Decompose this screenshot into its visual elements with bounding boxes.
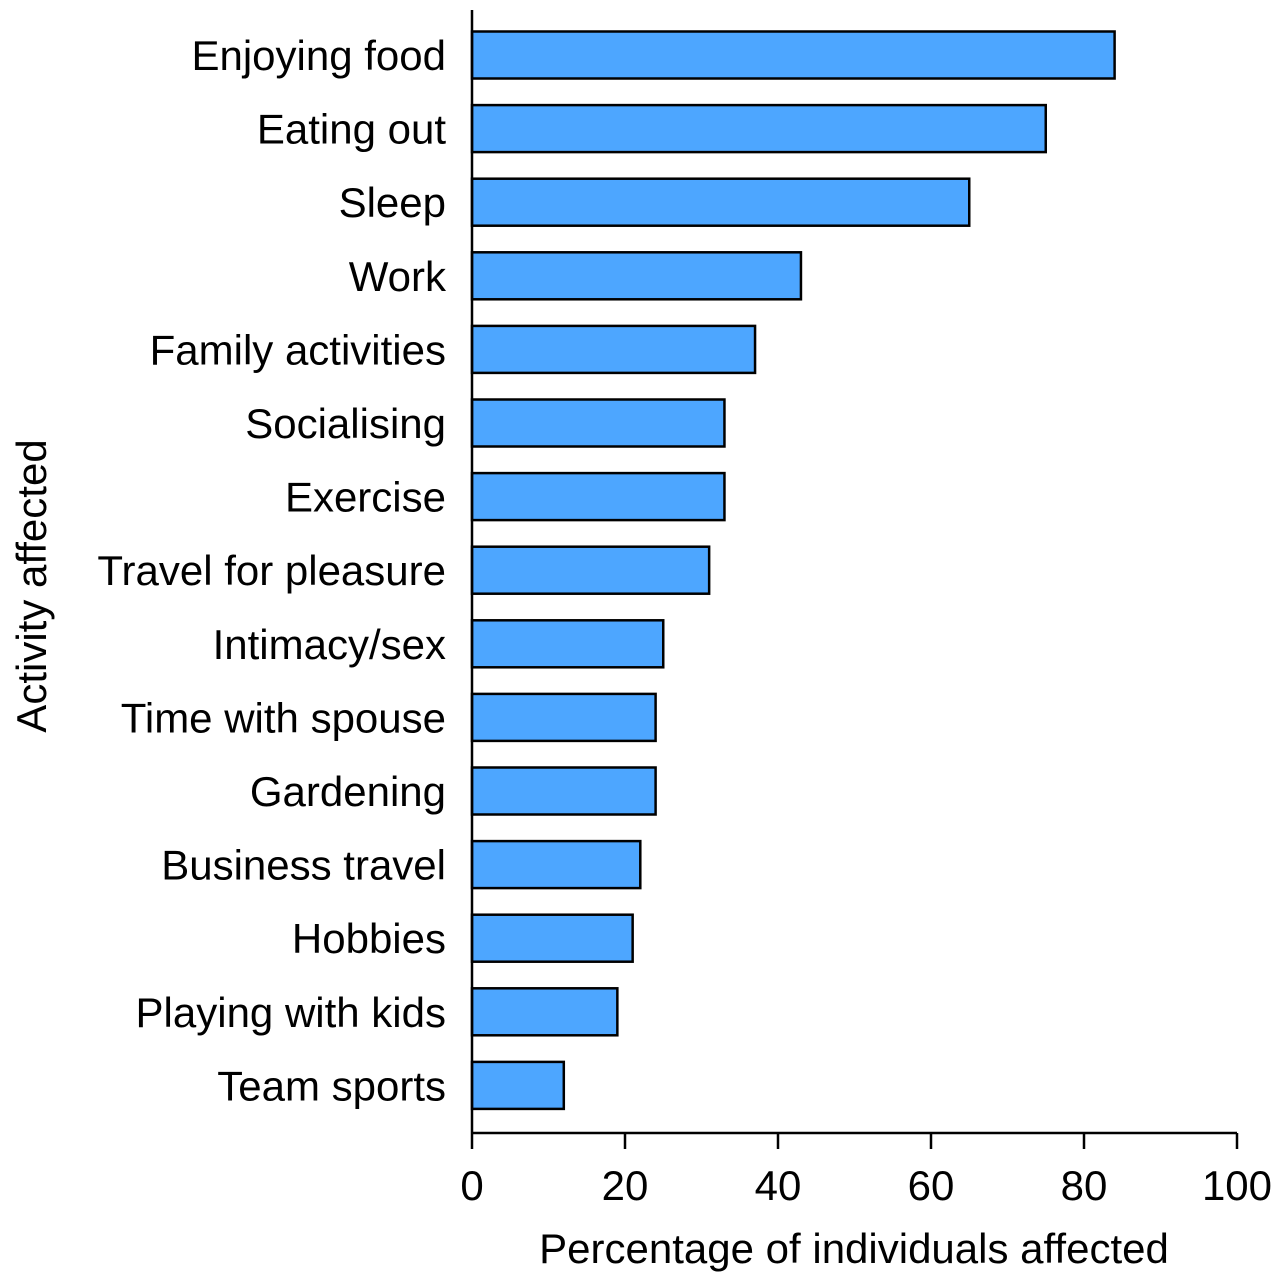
bar-2 (470, 177, 971, 227)
category-label: Business travel (161, 842, 446, 889)
x-tick-label: 0 (460, 1162, 483, 1209)
category-label: Travel for pleasure (97, 547, 446, 594)
x-tick-label: 80 (1061, 1162, 1108, 1209)
bar-1 (470, 103, 1047, 154)
x-axis-ticks: 0 20 40 60 80 100 (460, 1133, 1272, 1209)
bar-11 (470, 839, 642, 890)
bar-6 (470, 471, 726, 522)
category-labels: Enjoying food Eating out Sleep Work Family a… (97, 32, 447, 1109)
x-tick-label: 60 (908, 1162, 955, 1209)
category-label: Time with spouse (121, 694, 446, 741)
bar-9 (470, 692, 657, 743)
bar-5 (470, 398, 726, 448)
bar-8 (470, 619, 665, 669)
category-label: Eating out (257, 106, 446, 153)
x-tick-label: 100 (1202, 1162, 1272, 1209)
category-label: Exercise (285, 474, 446, 521)
x-tick-label: 20 (602, 1162, 649, 1209)
bar-10 (470, 766, 657, 816)
category-label: Team sports (217, 1062, 446, 1109)
bar-14 (470, 1060, 566, 1111)
x-tick-label: 40 (755, 1162, 802, 1209)
bars-group (470, 30, 1116, 1111)
x-axis-title: Percentage of individuals affected (539, 1225, 1169, 1272)
bar-3 (470, 251, 803, 301)
bar-4 (470, 324, 757, 375)
category-label: Playing with kids (136, 989, 446, 1036)
category-label: Work (349, 253, 447, 300)
category-label: Enjoying food (191, 32, 446, 79)
bar-0 (470, 30, 1116, 80)
category-label: Intimacy/sex (213, 621, 446, 668)
bar-7 (470, 545, 711, 595)
category-label: Gardening (250, 768, 446, 815)
bar-13 (470, 987, 619, 1037)
category-label: Family activities (150, 326, 446, 373)
category-label: Hobbies (292, 915, 446, 962)
y-axis-title: Activity affected (8, 439, 55, 732)
bar-12 (470, 913, 634, 963)
category-label: Socialising (245, 400, 446, 447)
category-label: Sleep (339, 179, 446, 226)
